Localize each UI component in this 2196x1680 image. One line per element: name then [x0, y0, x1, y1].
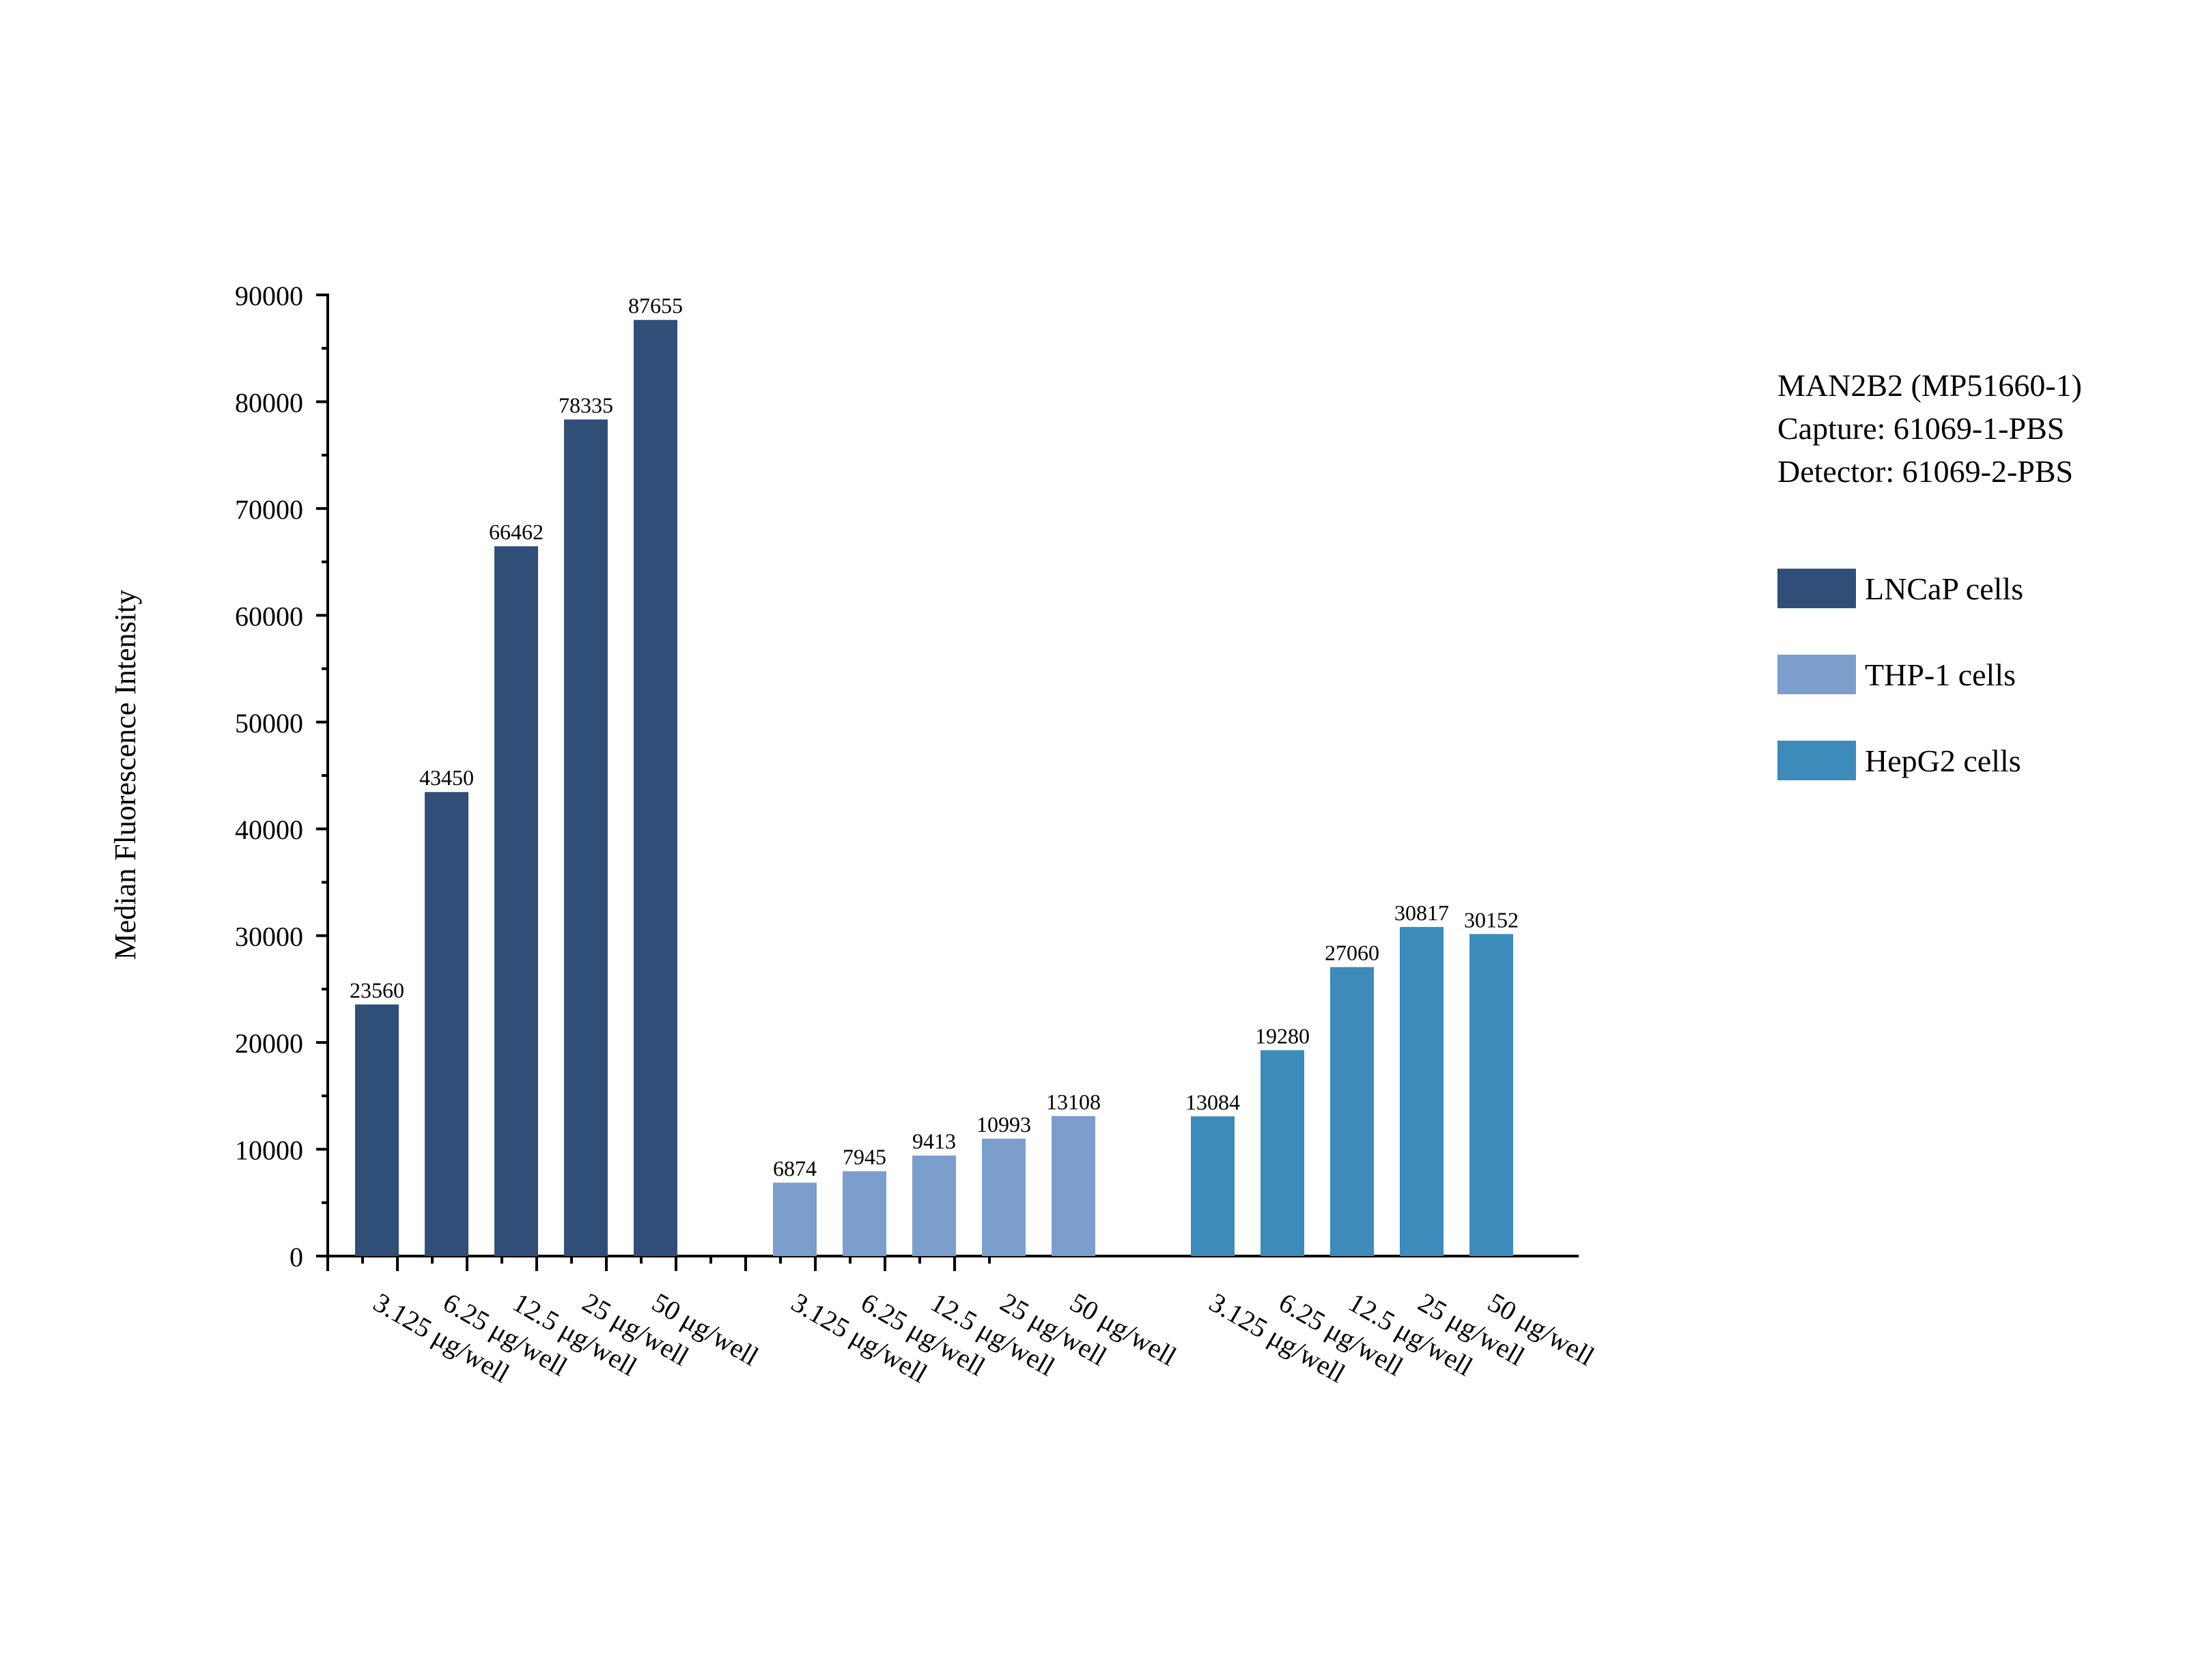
- bar: [843, 1171, 886, 1256]
- bar: [1261, 1050, 1304, 1256]
- info-protein: MAN2B2 (MP51660-1): [1777, 368, 2082, 403]
- legend-swatch-thp1: [1777, 655, 1856, 694]
- y-axis: 0 10000 20000 30000 40000 50000 60000 70000 8000…: [235, 281, 329, 1272]
- bar: [1052, 1115, 1095, 1256]
- bar-value-label: 10993: [976, 1112, 1031, 1137]
- bar-value-label: 9413: [912, 1129, 956, 1154]
- bar: [634, 319, 677, 1256]
- bar: [564, 419, 608, 1256]
- bar: [1330, 967, 1374, 1256]
- bar-value-label: 78335: [559, 393, 613, 417]
- bar: [1469, 934, 1513, 1256]
- bar: [982, 1139, 1026, 1256]
- y-axis-label: Median Fluorescence Intensity: [109, 590, 142, 960]
- bar: [912, 1155, 956, 1256]
- bar-value-label: 43450: [419, 765, 474, 790]
- bar-value-label: 6874: [773, 1156, 817, 1180]
- bars: [355, 319, 1513, 1256]
- x-axis: [326, 1255, 1579, 1271]
- legend-label-hepg2: HepG2 cells: [1865, 743, 2021, 778]
- legend-item-thp1: THP-1 cells: [1777, 654, 2016, 695]
- bar-value-labels: 23560 43450 66462 78335 87655 6874 7945 9413 109…: [350, 294, 1519, 1181]
- legend-item-hepg2: HepG2 cells: [1777, 740, 2021, 781]
- bar: [494, 546, 538, 1256]
- bar: [1400, 926, 1444, 1256]
- y-tick-label: 20000: [235, 1028, 303, 1059]
- y-tick-label: 10000: [235, 1135, 303, 1166]
- chart-info: MAN2B2 (MP51660-1) Capture: 61069-1-PBS …: [1777, 364, 2082, 493]
- y-tick-label: 0: [290, 1242, 303, 1272]
- y-tick-label: 90000: [235, 281, 303, 311]
- bar: [425, 792, 468, 1256]
- legend-label-lncap: LNCaP cells: [1865, 571, 2024, 606]
- bar: [1191, 1116, 1235, 1256]
- bar-value-label: 7945: [843, 1145, 886, 1169]
- bar-value-label: 19280: [1255, 1023, 1310, 1048]
- legend-item-lncap: LNCaP cells: [1777, 568, 2023, 609]
- bar: [355, 1004, 399, 1256]
- bar-value-label: 13108: [1046, 1090, 1101, 1114]
- bar: [773, 1182, 817, 1256]
- y-tick-label: 60000: [235, 601, 303, 631]
- y-tick-label: 80000: [235, 387, 303, 418]
- bar-value-label: 23560: [350, 978, 404, 1002]
- legend-label-thp1: THP-1 cells: [1865, 657, 2016, 692]
- bar-value-label: 13084: [1185, 1090, 1240, 1114]
- bar-value-label: 87655: [628, 294, 683, 318]
- bar-value-label: 30152: [1464, 907, 1519, 932]
- y-tick-label: 70000: [235, 494, 303, 525]
- legend-swatch-hepg2: [1777, 741, 1856, 780]
- info-capture: Capture: 61069-1-PBS: [1777, 411, 2065, 446]
- legend-swatch-lncap: [1777, 569, 1856, 608]
- bar-value-label: 30817: [1394, 900, 1449, 925]
- bar-value-label: 27060: [1325, 941, 1379, 965]
- bar-value-label: 66462: [489, 519, 544, 544]
- y-tick-label: 30000: [235, 922, 303, 952]
- y-tick-label: 40000: [235, 814, 303, 845]
- y-tick-label: 50000: [235, 708, 303, 739]
- info-detector: Detector: 61069-2-PBS: [1777, 454, 2074, 489]
